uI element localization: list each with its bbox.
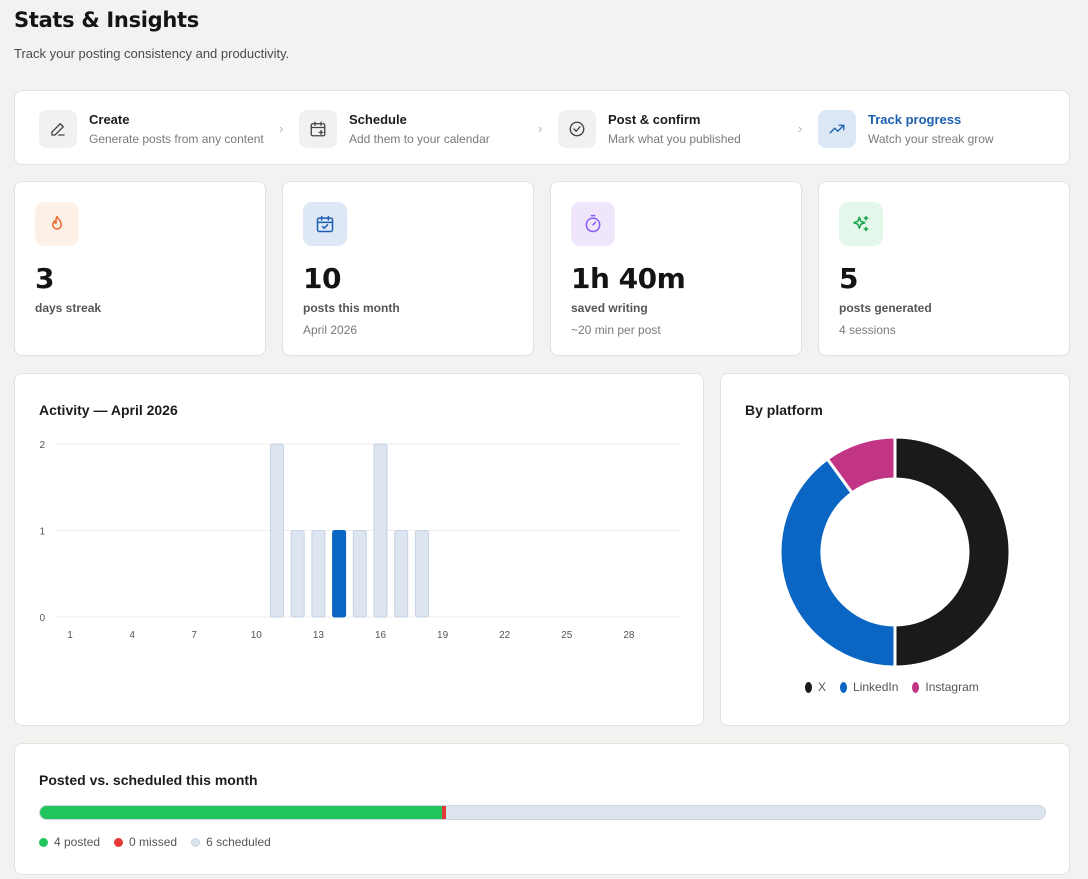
stat-value: 10 [303, 262, 341, 295]
posted-vs-scheduled-card: Posted vs. scheduled this month 4 posted… [14, 743, 1070, 875]
stat-sub: April 2026 [303, 323, 358, 337]
stat-card-saved-writing: 1h 40m saved writing ~20 min per post [550, 181, 802, 356]
pencil-icon [39, 109, 77, 148]
activity-bar [394, 530, 409, 618]
chevron-right-icon: › [798, 121, 803, 136]
donut-slice-instagram [825, 435, 897, 496]
stat-card-posts-generated: 5 posts generated 4 sessions [818, 181, 1070, 356]
check-circle-icon [558, 109, 596, 148]
step-title: Create [89, 111, 130, 127]
y-tick-label: 0 [39, 613, 45, 624]
legend-swatch [912, 681, 920, 693]
x-tick-label: 1 [67, 630, 73, 641]
posted-title: Posted vs. scheduled this month [39, 772, 258, 788]
stat-label: saved writing [571, 301, 648, 315]
stat-sub: ~20 min per post [571, 323, 661, 337]
stat-value: 1h 40m [571, 262, 686, 295]
donut-slice-linkedin [778, 456, 897, 669]
platform-title: By platform [745, 402, 823, 418]
posted-progress-bar [39, 805, 1046, 820]
y-tick-label: 2 [39, 440, 45, 451]
missed-marker [442, 806, 446, 819]
activity-bar [311, 530, 326, 618]
stat-card-posts-month: 10 posts this month April 2026 [282, 181, 534, 356]
x-tick-label: 25 [561, 630, 573, 641]
step-post-confirm[interactable]: Post & confirm Mark what you published [558, 91, 741, 166]
activity-bar [414, 530, 429, 618]
legend-scheduled: 6 scheduled [191, 835, 271, 849]
workflow-steps: Create Generate posts from any content ›… [14, 90, 1070, 165]
legend-missed: 0 missed [114, 835, 177, 849]
y-tick-label: 1 [39, 527, 45, 538]
step-title: Schedule [349, 111, 407, 127]
posted-legend: 4 posted 0 missed 6 scheduled [39, 835, 285, 849]
activity-bar [290, 530, 305, 618]
activity-title: Activity — April 2026 [39, 402, 178, 418]
page-subtitle: Track your posting consistency and produ… [14, 46, 290, 61]
stat-label: posts generated [839, 301, 932, 315]
activity-chart: 0 1 2 1 4 7 10 13 16 19 22 25 28 [39, 440, 680, 641]
legend-label: LinkedIn [853, 680, 899, 694]
chevron-right-icon: › [279, 121, 284, 136]
page-title: Stats & Insights [14, 8, 199, 32]
step-schedule[interactable]: Schedule Add them to your calendar [299, 91, 490, 166]
x-tick-label: 7 [191, 630, 197, 641]
platform-card: By platform X LinkedIn Instagram [720, 373, 1070, 726]
platform-legend: X LinkedIn Instagram [805, 680, 993, 694]
activity-bar [352, 530, 367, 618]
step-title: Track progress [868, 111, 962, 127]
step-desc: Watch your streak grow [868, 131, 994, 146]
x-tick-label: 19 [437, 630, 449, 641]
legend-label: X [818, 680, 827, 694]
stat-value: 3 [35, 262, 54, 295]
posted-progress-fill [40, 806, 442, 819]
stat-value: 5 [839, 262, 858, 295]
step-track-progress[interactable]: Track progress Watch your streak grow [818, 91, 994, 166]
chevron-right-icon: › [538, 121, 543, 136]
legend-posted: 4 posted [39, 835, 100, 849]
x-tick-label: 4 [129, 630, 135, 641]
donut-slice-x [893, 435, 1012, 669]
sparkles-icon [839, 202, 883, 246]
platform-donut-chart [778, 435, 1012, 669]
legend-item-x: X [805, 680, 826, 694]
stat-card-streak: 3 days streak [14, 181, 266, 356]
step-desc: Mark what you published [608, 131, 741, 146]
x-tick-label: 13 [313, 630, 325, 641]
x-tick-label: 28 [623, 630, 635, 641]
step-desc: Add them to your calendar [349, 131, 490, 146]
x-tick-label: 10 [251, 630, 263, 641]
legend-swatch [840, 681, 848, 693]
activity-bar [373, 443, 388, 618]
step-title: Post & confirm [608, 111, 701, 127]
legend-label: Instagram [925, 680, 979, 694]
step-create[interactable]: Create Generate posts from any content [39, 91, 264, 166]
stat-label: posts this month [303, 301, 400, 315]
stat-label: days streak [35, 301, 102, 315]
stopwatch-icon [571, 202, 615, 246]
step-desc: Generate posts from any content [89, 131, 264, 146]
stat-sub: 4 sessions [839, 323, 896, 337]
legend-swatch [805, 681, 812, 693]
activity-card: Activity — April 2026 0 1 2 1 4 7 10 13 16 19 22 25… [14, 373, 704, 726]
trending-up-icon [818, 109, 856, 148]
activity-bar [332, 530, 347, 618]
x-tick-label: 16 [375, 630, 387, 641]
flame-icon [35, 202, 79, 246]
legend-item-instagram: Instagram [912, 680, 979, 694]
calendar-plus-icon [299, 109, 337, 148]
x-tick-label: 22 [499, 630, 511, 641]
activity-bar [270, 443, 284, 618]
calendar-check-icon [303, 202, 347, 246]
legend-item-linkedin: LinkedIn [840, 680, 898, 694]
